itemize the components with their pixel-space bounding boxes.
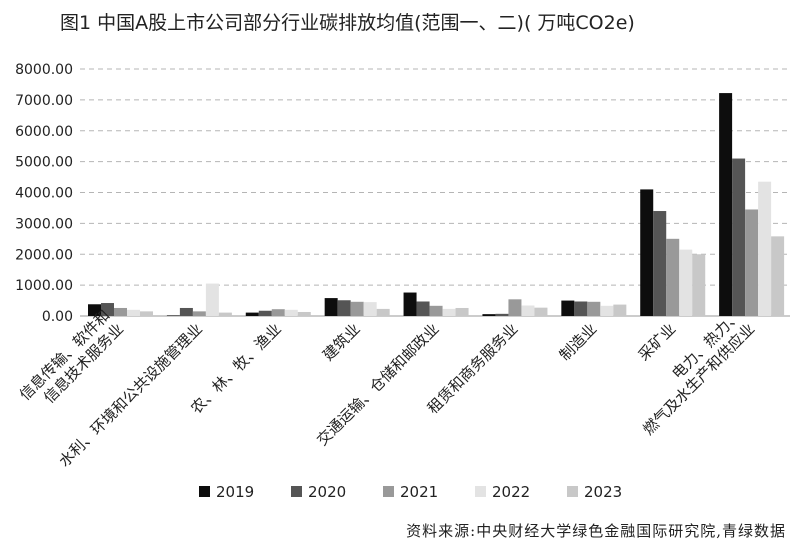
y-tick-label: 2000.00 <box>15 247 73 263</box>
legend-swatch-2023 <box>567 486 578 497</box>
bar-2019-4 <box>403 292 417 316</box>
bar-2022-8 <box>758 181 772 316</box>
y-tick-label: 7000.00 <box>15 93 73 109</box>
x-tick-label-line: 建筑业 <box>319 320 364 365</box>
legend-label-2020: 2020 <box>308 483 346 501</box>
y-tick-label: 4000.00 <box>15 186 73 202</box>
bar-2022-0 <box>127 309 140 316</box>
bar-2019-8 <box>719 93 733 317</box>
bar-2020-8 <box>732 158 746 316</box>
bar-2020-2 <box>258 310 272 316</box>
x-tick-label: 建筑业 <box>319 320 364 365</box>
bar-2020-1 <box>179 307 193 316</box>
bar-2022-1 <box>205 283 219 316</box>
y-tick-label: 1000.00 <box>15 278 73 294</box>
legend-label-2019: 2019 <box>216 483 254 501</box>
source-note: 资料来源:中央财经大学绿色金融国际研究院,青绿数据 <box>406 522 786 540</box>
y-tick-label: 3000.00 <box>15 216 73 232</box>
legend-swatch-2021 <box>383 486 394 497</box>
bar-2021-2 <box>271 309 285 316</box>
bar-2023-0 <box>140 311 153 316</box>
bar-2023-4 <box>455 307 469 316</box>
bar-2022-6 <box>600 305 614 316</box>
bar-2021-6 <box>587 301 601 316</box>
bar-2019-3 <box>324 298 338 316</box>
legend: 2019 2020 2021 2022 2023 <box>199 483 622 501</box>
bar-2020-6 <box>574 301 588 316</box>
bar-2022-2 <box>284 309 298 316</box>
bar-2019-0 <box>88 304 101 316</box>
bar-2023-8 <box>771 236 785 316</box>
x-tick-label: 制造业 <box>556 320 601 365</box>
bar-2023-1 <box>218 312 232 316</box>
bar-2021-3 <box>350 301 364 316</box>
bar-2019-2 <box>245 312 259 316</box>
bar-2022-7 <box>679 249 693 316</box>
bar-2021-0 <box>114 307 127 316</box>
bar-2023-3 <box>376 308 390 316</box>
bar-2020-4 <box>416 301 430 316</box>
bar-2020-5 <box>495 313 509 316</box>
legend-swatch-2019 <box>199 486 210 497</box>
bar-2023-5 <box>534 307 548 316</box>
legend-swatch-2020 <box>291 486 302 497</box>
y-tick-labels: 0.00 1000.00 2000.00 3000.00 4000.00 5000.00 6… <box>15 62 73 325</box>
y-tick-label: 5000.00 <box>15 155 73 171</box>
bars <box>88 93 785 317</box>
y-tick-label: 6000.00 <box>15 124 73 140</box>
bar-2022-3 <box>363 302 377 316</box>
bar-2020-7 <box>653 211 667 316</box>
x-tick-label: 电力、热力、燃气及水生产和供应业 <box>639 306 758 438</box>
x-tick-label: 采矿业 <box>635 320 680 365</box>
bar-2023-6 <box>613 304 627 316</box>
bar-2023-7 <box>692 254 706 316</box>
legend-label-2021: 2021 <box>400 483 438 501</box>
bar-2019-5 <box>482 314 496 316</box>
legend-swatch-2022 <box>475 486 486 497</box>
bar-2019-6 <box>561 300 575 316</box>
bar-2019-1 <box>166 315 180 316</box>
chart-title: 图1 中国A股上市公司部分行业碳排放均值(范围一、二)( 万吨CO2e) <box>60 12 635 34</box>
legend-label-2023: 2023 <box>584 483 622 501</box>
bar-2021-1 <box>192 311 206 316</box>
bar-chart: 0.00 1000.00 2000.00 3000.00 4000.00 5000.00 6… <box>15 62 790 501</box>
bar-2021-5 <box>508 299 522 316</box>
bar-2020-0 <box>101 303 114 316</box>
bar-2022-4 <box>442 308 456 316</box>
bar-2021-8 <box>745 209 759 316</box>
x-tick-label-line: 制造业 <box>556 320 601 365</box>
bar-2023-2 <box>297 311 311 316</box>
legend-label-2022: 2022 <box>492 483 530 501</box>
y-tick-label: 8000.00 <box>15 62 73 78</box>
x-tick-label-line: 采矿业 <box>635 320 680 365</box>
bar-2021-4 <box>429 305 443 316</box>
bar-2020-3 <box>337 300 351 316</box>
y-tick-label: 0.00 <box>42 309 73 325</box>
bar-2021-7 <box>666 238 680 316</box>
bar-2019-7 <box>640 189 654 316</box>
bar-2022-5 <box>521 305 535 316</box>
